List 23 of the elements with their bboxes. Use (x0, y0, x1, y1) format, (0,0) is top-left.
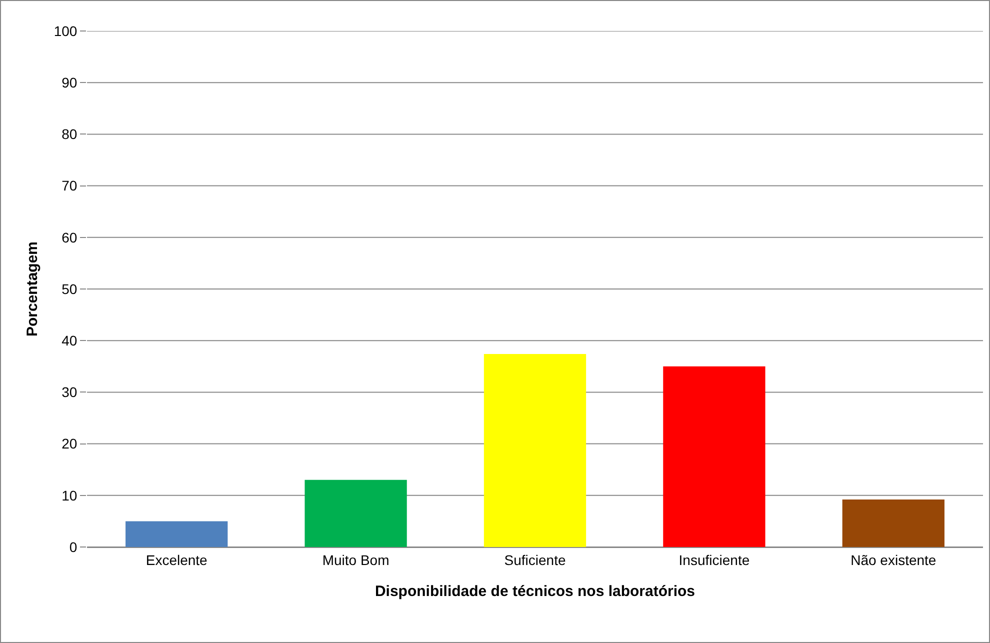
x-tick-label: Muito Bom (322, 552, 390, 568)
bar (484, 354, 586, 547)
y-tick-label: 80 (62, 126, 78, 142)
bar (304, 480, 407, 547)
bar (663, 366, 766, 547)
y-tick-label: 10 (62, 487, 78, 504)
x-tick-label: Suficiente (504, 552, 566, 568)
y-tick-label: 50 (62, 280, 78, 297)
x-tick-label: Insuficiente (678, 552, 750, 568)
bar (842, 500, 944, 547)
y-tick-label: 30 (62, 384, 78, 400)
y-tick-label: 70 (62, 178, 78, 194)
y-tick-label: 100 (54, 22, 78, 39)
x-tick-label: Não existente (850, 552, 936, 568)
y-tick-label: 90 (62, 74, 78, 90)
x-tick-label: Excelente (146, 552, 208, 568)
bar (126, 521, 228, 547)
y-tick-label: 0 (69, 538, 78, 555)
y-tick-label: 60 (62, 229, 78, 246)
y-tick-label: 40 (62, 332, 78, 348)
y-tick-label: 20 (62, 436, 78, 452)
y-axis-title: Porcentagem (24, 241, 42, 337)
x-axis-title: Disponibilidade de técnicos nos laboratórios (374, 582, 696, 600)
